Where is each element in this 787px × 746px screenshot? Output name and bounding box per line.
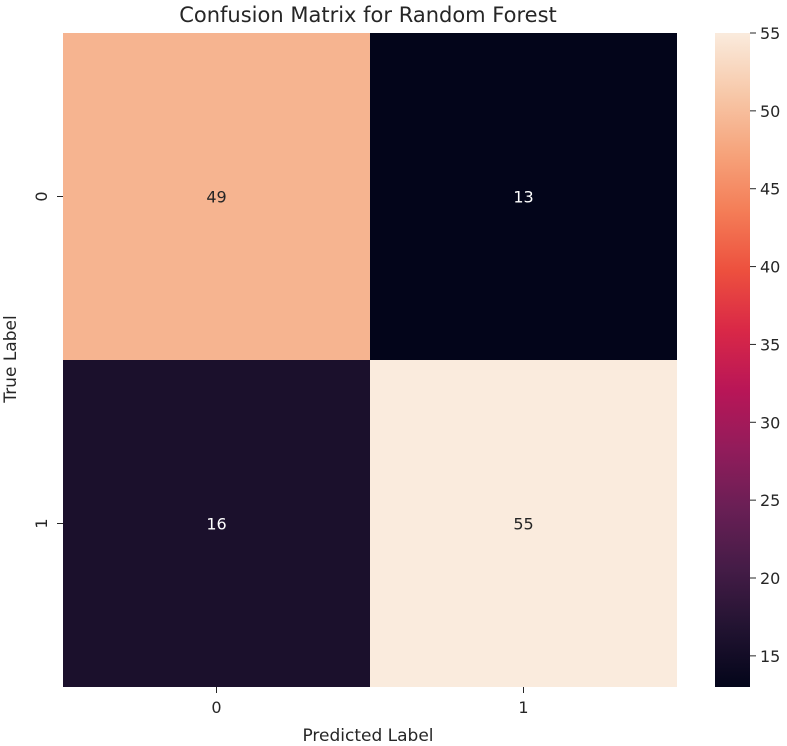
heatmap-cell-1-0: [63, 360, 370, 687]
heatmap-cell-1-1: [370, 360, 677, 687]
colorbar-tick-label-40: 40: [760, 258, 780, 277]
colorbar-tick-label-20: 20: [760, 569, 780, 588]
colorbar-ticks: 15 20 25 30 35 40 45 50 55: [750, 24, 780, 666]
colorbar-tick-label-15: 15: [760, 647, 780, 666]
colorbar-tick-label-25: 25: [760, 491, 780, 510]
cell-value-1-0: 16: [206, 515, 226, 534]
heatmap-cell-0-0: [63, 33, 370, 360]
heatmap-cells: [63, 33, 677, 687]
heatmap-cell-0-1: [370, 33, 677, 360]
x-tick-label-1: 1: [518, 698, 528, 717]
colorbar-tick-label-45: 45: [760, 180, 780, 199]
x-axis-label: Predicted Label: [302, 726, 433, 746]
colorbar-tick-label-50: 50: [760, 102, 780, 121]
colorbar-tick-label-55: 55: [760, 24, 780, 43]
cell-value-0-1: 13: [513, 188, 533, 207]
colorbar-tick-label-30: 30: [760, 413, 780, 432]
y-axis-ticks: 01: [32, 191, 63, 529]
y-axis-label: True Label: [1, 315, 21, 403]
chart-title: Confusion Matrix for Random Forest: [179, 3, 557, 27]
y-tick-label-1: 1: [32, 518, 51, 528]
colorbar: [715, 33, 750, 687]
y-tick-label-0: 0: [32, 191, 51, 201]
cell-value-0-0: 49: [206, 188, 226, 207]
colorbar-tick-label-35: 35: [760, 335, 780, 354]
heatmap-cell-labels: 49 13 16 55: [206, 188, 533, 534]
cell-value-1-1: 55: [513, 515, 533, 534]
x-tick-label-0: 0: [211, 698, 221, 717]
